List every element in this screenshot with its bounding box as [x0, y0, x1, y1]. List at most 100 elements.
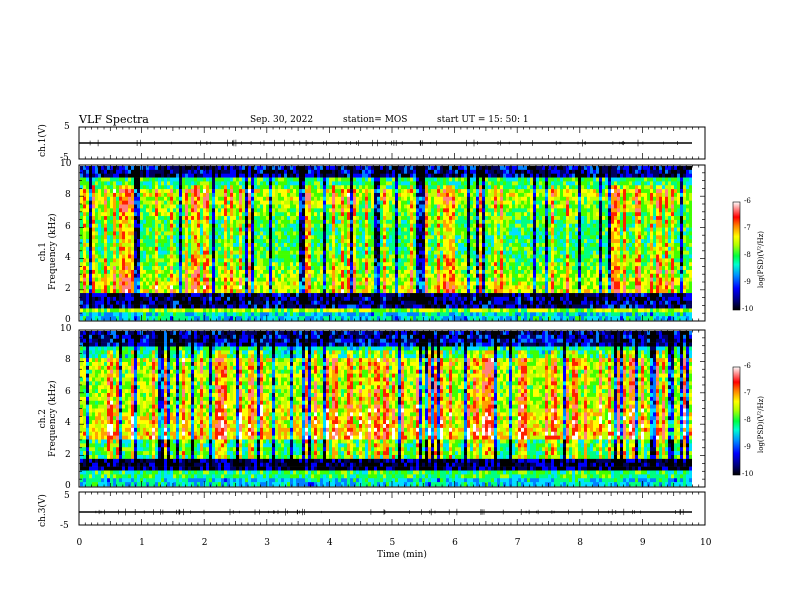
spectrogram-cell [416, 250, 419, 255]
spectrogram-cell [80, 204, 83, 209]
spectrogram-cell [395, 219, 398, 225]
spectrogram-cell [149, 308, 152, 313]
spectrogram-cell [185, 277, 188, 282]
spectrogram-cell [257, 300, 260, 305]
spectrogram-cell [158, 219, 161, 225]
spectrogram-cell [314, 239, 317, 244]
spectrogram-cell [371, 300, 374, 305]
spectrogram-cell [248, 231, 251, 236]
spectrogram-cell [353, 216, 356, 221]
spectrogram-cell [278, 243, 281, 248]
spectrogram-cell [119, 192, 122, 198]
spectrogram-cell [386, 219, 389, 225]
spectrogram-cell [209, 246, 212, 251]
spectrogram-cell [305, 304, 308, 309]
spectrogram-cell [347, 281, 350, 286]
spectrogram-cell [146, 281, 149, 286]
spectrogram-cell [326, 189, 329, 194]
spectrogram-cell [113, 169, 116, 174]
spectrogram-cell [395, 254, 398, 259]
spectrogram-cell [176, 212, 179, 217]
spectrogram-cell [167, 185, 170, 190]
spectrogram-cell [269, 312, 272, 317]
spectrogram-cell [329, 189, 332, 194]
spectrogram-cell [425, 235, 428, 240]
spectrogram-cell [257, 239, 260, 244]
spectrogram-cell [143, 227, 146, 232]
spectrogram-cell [119, 308, 122, 313]
spectrogram-cell [377, 204, 380, 209]
spectrogram-cell [290, 227, 293, 232]
spectrogram-cell [119, 227, 122, 232]
spectrogram-cell [359, 266, 362, 271]
spectrogram-cell [164, 212, 167, 217]
spectrogram-cell [329, 204, 332, 209]
spectrogram-cell [143, 312, 146, 317]
spectrogram-cell [98, 246, 101, 251]
spectrogram-cell [341, 181, 344, 186]
spectrogram-cell [116, 258, 119, 263]
spectrogram-cell [188, 216, 191, 221]
spectrogram-cell [227, 254, 230, 259]
spectrogram-cell [323, 235, 326, 240]
spectrogram-cell [386, 177, 389, 182]
spectrogram-cell [365, 189, 368, 194]
spectrogram-cell [212, 289, 215, 294]
spectrogram-cell [188, 308, 191, 313]
spectrogram-cell [116, 285, 119, 290]
spectrogram-cell [86, 308, 89, 313]
spectrogram-cell [302, 227, 305, 232]
spectrogram-cell [308, 273, 311, 278]
spectrogram-cell [185, 177, 188, 182]
spectrogram-cell [284, 300, 287, 305]
spectrogram-cell [380, 312, 383, 317]
spectrogram-cell [398, 246, 401, 251]
spectrogram-cell [176, 208, 179, 213]
spectrogram-cell [185, 227, 188, 232]
spectrogram-cell [191, 246, 194, 251]
spectrogram-cell [224, 181, 227, 186]
spectrogram-cell [263, 273, 266, 278]
spectrogram-cell [401, 293, 404, 298]
spectrogram-cell [410, 189, 413, 194]
spectrogram-cell [251, 296, 254, 302]
spectrogram-cell [350, 312, 353, 317]
spectrogram-cell [125, 231, 128, 236]
spectrogram-cell [122, 181, 125, 186]
spectrogram-cell [101, 266, 104, 271]
spectrogram-cell [116, 192, 119, 198]
spectrogram-cell [191, 312, 194, 317]
spectrogram-cell [140, 269, 143, 275]
spectrogram-cell [362, 246, 365, 251]
spectrogram-cell [377, 269, 380, 275]
spectrogram-cell [101, 285, 104, 290]
spectrogram-cell [179, 212, 182, 217]
spectrogram-cell [404, 185, 407, 190]
spectrogram-cell [233, 293, 236, 298]
spectrogram-cell [296, 316, 299, 321]
spectrogram-cell [146, 316, 149, 321]
spectrogram-cell [227, 212, 230, 217]
spectrogram-cell [200, 208, 203, 213]
spectrogram-cell [134, 258, 137, 263]
spectrogram-cell [257, 192, 260, 198]
spectrogram-cell [95, 254, 98, 259]
spectrogram-cell [131, 304, 134, 309]
spectrogram-cell [164, 208, 167, 213]
spectrogram-cell [239, 293, 242, 298]
spectrogram-cell [98, 304, 101, 309]
spectrogram-cell [404, 304, 407, 309]
spectrogram-cell [338, 296, 341, 302]
spectrogram-cell [110, 258, 113, 263]
spectrogram-cell [299, 169, 302, 174]
spectrogram-cell [101, 177, 104, 182]
spectrogram-cell [137, 316, 140, 321]
spectrogram-cell [221, 223, 224, 228]
spectrogram-cell [359, 227, 362, 232]
spectrogram-cell [95, 185, 98, 190]
spectrogram-cell [197, 273, 200, 278]
spectrogram-cell [305, 177, 308, 182]
spectrogram-cell [281, 223, 284, 228]
spectrogram-cell [377, 316, 380, 321]
spectrogram-cell [410, 254, 413, 259]
